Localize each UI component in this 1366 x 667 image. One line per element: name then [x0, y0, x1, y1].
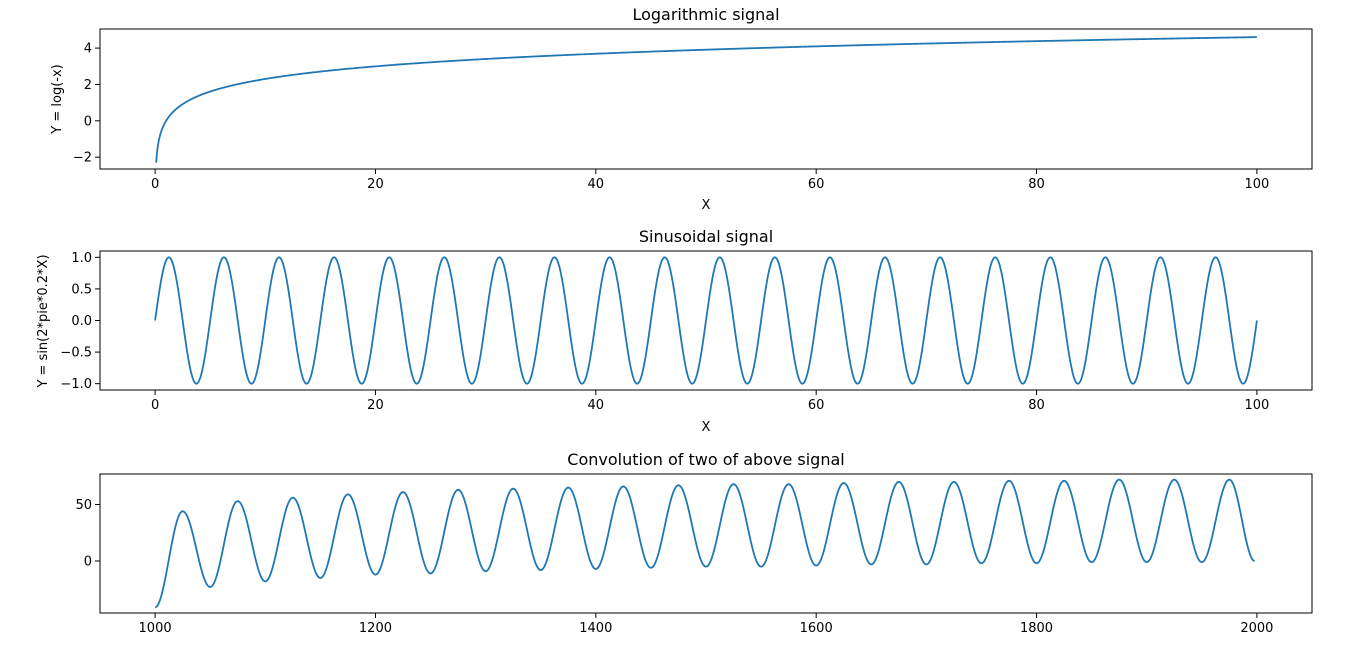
y-tick-label: −0.5	[60, 346, 92, 361]
x-tick-label: 40	[588, 398, 605, 413]
x-tick-label: 2000	[1240, 621, 1273, 636]
plot-frame	[99, 473, 1313, 614]
y-tick-label: 0.0	[71, 314, 92, 329]
series-lines	[154, 256, 1258, 385]
x-tick-label: 1400	[579, 621, 612, 636]
y-tick-label: 2	[84, 78, 92, 93]
x-tick-label: 20	[367, 398, 384, 413]
x-tick-label: 60	[808, 398, 825, 413]
y-axis-label: Y = sin(2*pie*0.2*X)	[36, 254, 51, 388]
x-ticks: 0 20 40 60 80 100	[151, 169, 1269, 192]
x-ticks: 0 20 40 60 80 100	[151, 390, 1269, 413]
series-line	[154, 478, 1255, 609]
y-tick-label: −1.0	[60, 377, 92, 392]
x-tick-label: 1800	[1020, 621, 1053, 636]
series-lines	[154, 478, 1255, 609]
chart-title: Sinusoidal signal	[639, 227, 773, 246]
series-line	[154, 256, 1258, 385]
y-axis-label: Y = log(-x)	[50, 64, 65, 134]
y-tick-label: 4	[84, 42, 92, 57]
x-tick-label: 100	[1244, 177, 1269, 192]
y-ticks: −2 0 2 4	[73, 42, 100, 166]
y-tick-label: 0.5	[71, 282, 92, 297]
subplot-convolution: Convolution of two of above signal 1000 1…	[75, 450, 1313, 636]
x-tick-label: 80	[1028, 177, 1045, 192]
y-tick-label: 0	[84, 555, 92, 570]
x-tick-label: 0	[151, 398, 159, 413]
x-axis-label: X	[702, 198, 711, 213]
chart-title: Convolution of two of above signal	[567, 450, 844, 469]
y-tick-label: 50	[75, 498, 92, 513]
x-tick-label: 1000	[139, 621, 172, 636]
x-tick-label: 100	[1244, 398, 1269, 413]
y-tick-label: −2	[73, 151, 92, 166]
x-tick-label: 20	[367, 177, 384, 192]
x-tick-label: 1600	[800, 621, 833, 636]
y-tick-label: 0	[84, 114, 92, 129]
y-tick-label: 1.0	[71, 251, 92, 266]
x-axis-label: X	[702, 420, 711, 435]
series-line	[155, 36, 1257, 164]
x-tick-label: 40	[588, 177, 605, 192]
series-lines	[155, 36, 1257, 164]
x-ticks: 1000 1200 1400 1600 1800 2000	[139, 613, 1273, 636]
subplot-sinusoidal: Sinusoidal signal 0 20 40 60 80 100 −1.0 −0.5 0…	[36, 227, 1313, 435]
chart-title: Logarithmic signal	[632, 5, 779, 24]
plot-frame	[99, 28, 1313, 170]
x-tick-label: 0	[151, 177, 159, 192]
x-tick-label: 80	[1028, 398, 1045, 413]
x-tick-label: 60	[808, 177, 825, 192]
y-ticks: −1.0 −0.5 0.0 0.5 1.0	[60, 251, 100, 392]
y-ticks: 0 50	[75, 498, 100, 570]
x-tick-label: 1200	[359, 621, 392, 636]
